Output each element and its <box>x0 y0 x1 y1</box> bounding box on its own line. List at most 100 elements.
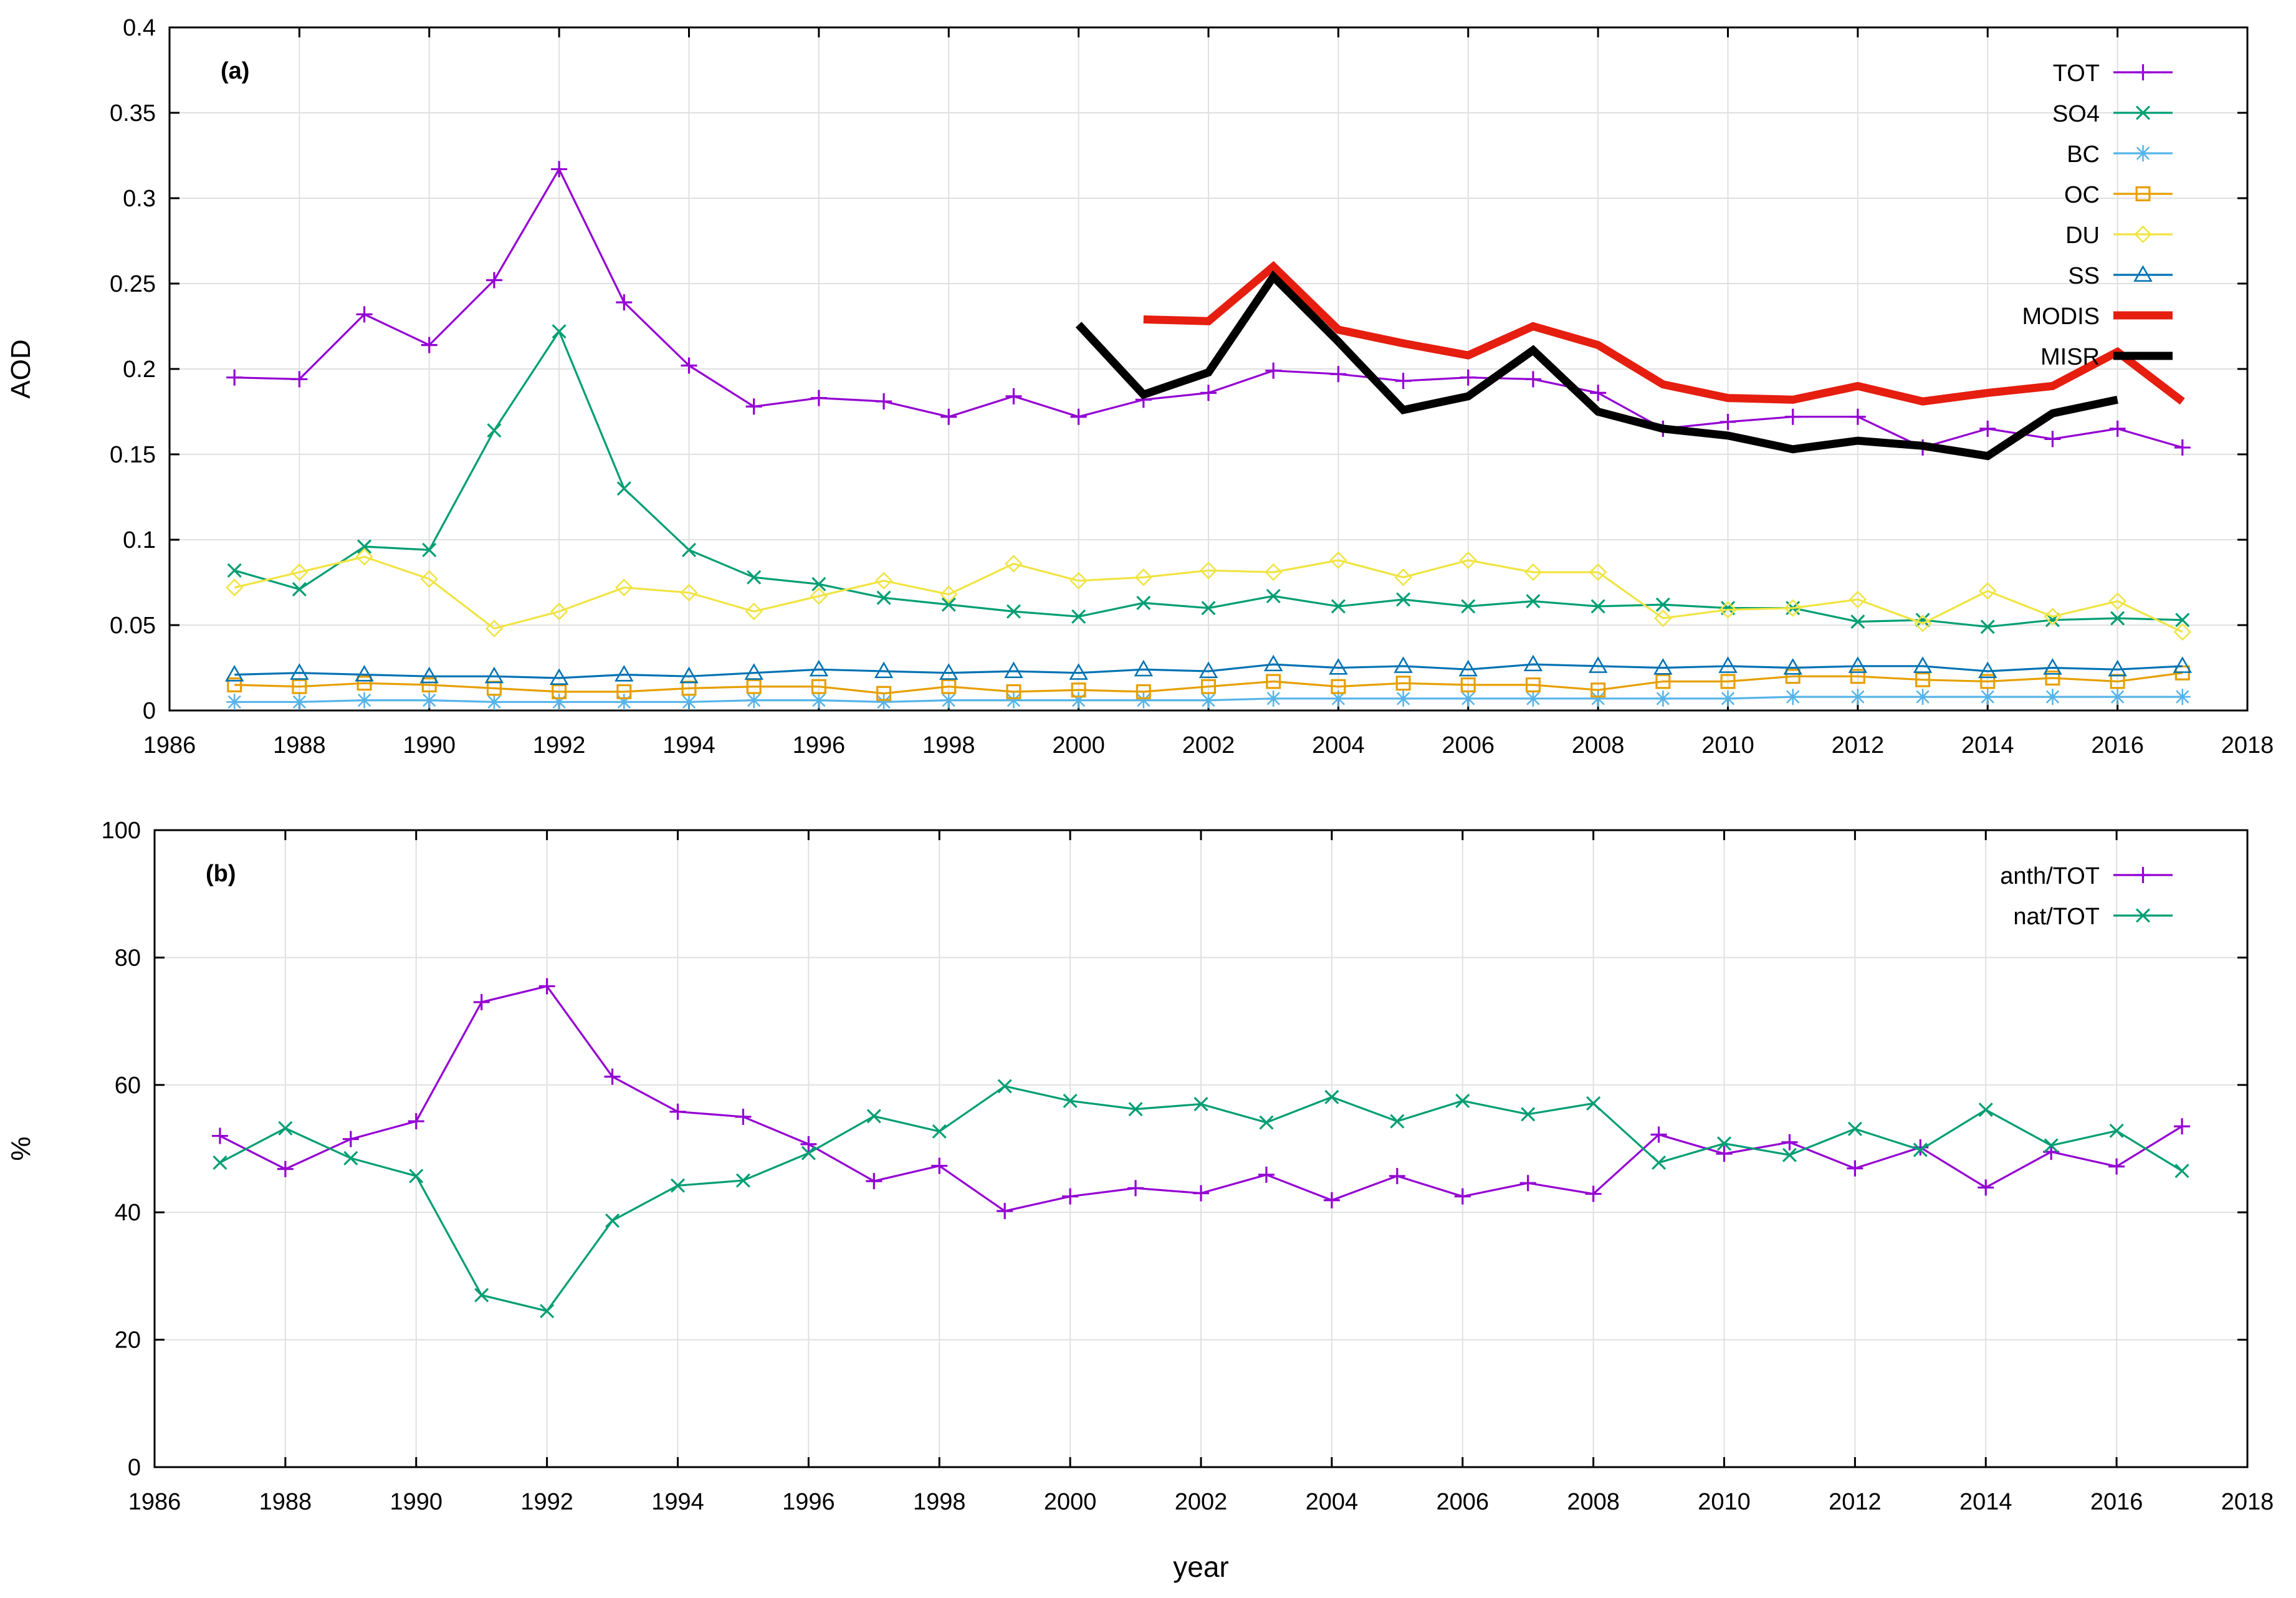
data-point-bc <box>1915 689 1931 706</box>
data-point-so4 <box>681 542 697 557</box>
data-point-tot <box>1005 388 1022 404</box>
data-point-bc <box>940 692 957 709</box>
x-tick-label: 1988 <box>259 1489 312 1515</box>
data-point-bc <box>356 692 373 709</box>
data-point-nat-tot <box>1913 1142 1928 1157</box>
data-point-ss <box>1069 663 1088 680</box>
data-point-bc <box>1460 690 1476 707</box>
x-axis: 1986 1988 1990 1992 1994 1996 1998 2000 2002 2004… <box>143 27 2274 758</box>
data-point-bc <box>1200 692 1217 709</box>
legend-label: MISR <box>2040 344 2100 370</box>
data-point-oc <box>292 679 307 694</box>
y-tick-label: 0.4 <box>123 15 156 41</box>
data-point-ss <box>874 661 894 679</box>
grid-lines <box>155 830 2247 1467</box>
data-point-tot <box>1070 408 1087 425</box>
data-point-bc <box>2109 689 2126 706</box>
data-point-ss <box>549 668 569 685</box>
legend-item-du: DU <box>2065 222 2173 249</box>
data-point-oc <box>1720 674 1736 689</box>
data-point-tot <box>356 306 373 323</box>
data-point-anth-tot <box>1389 1167 1405 1184</box>
legend-label: nat/TOT <box>2013 904 2100 930</box>
legend-marker <box>2135 105 2151 120</box>
data-point-bc <box>2174 689 2191 706</box>
data-point-oc <box>1200 679 1216 694</box>
data-point-tot <box>681 357 697 374</box>
data-point-anth-tot <box>211 1127 228 1144</box>
data-point-so4 <box>811 577 826 591</box>
data-point-so4 <box>1071 609 1086 624</box>
data-point-tot <box>291 371 308 388</box>
data-point-bc <box>421 692 438 709</box>
data-point-so4 <box>1006 604 1021 619</box>
legend-item-ss: SS <box>2068 263 2173 289</box>
data-point-nat-tot <box>409 1169 424 1184</box>
data-point-nat-tot <box>540 1304 555 1319</box>
data-point-nat-tot <box>213 1155 227 1170</box>
data-point-so4 <box>616 481 631 496</box>
data-point-oc <box>227 677 242 692</box>
data-point-ss <box>419 666 439 684</box>
data-point-anth-tot <box>1454 1188 1471 1205</box>
data-point-oc <box>1071 682 1086 698</box>
data-point-ss <box>1004 661 1023 679</box>
data-point-oc <box>746 679 762 694</box>
data-point-bc <box>1590 690 1607 707</box>
data-point-anth-tot <box>1781 1134 1798 1151</box>
data-point-ss <box>1653 658 1673 675</box>
data-point-anth-tot <box>1258 1166 1275 1183</box>
data-point-anth-tot <box>1519 1175 1536 1192</box>
data-point-bc <box>1720 690 1736 707</box>
legend-item-anth-tot: anth/TOT <box>2000 863 2173 889</box>
data-point-anth-tot <box>2108 1158 2125 1175</box>
legend-item-modis: MODIS <box>2022 304 2173 330</box>
y-tick-label: 0.25 <box>110 271 156 297</box>
x-tick-label: 2016 <box>2091 732 2144 758</box>
data-point-du <box>1134 568 1152 586</box>
data-point-anth-tot <box>1062 1188 1079 1205</box>
panel-a: 1986 1988 1990 1992 1994 1996 1998 2000 2002 2004… <box>6 15 2274 758</box>
data-point-so4 <box>487 423 502 438</box>
data-point-ss <box>1198 661 1218 679</box>
data-point-nat-tot <box>2044 1138 2059 1153</box>
data-point-ss <box>615 664 634 682</box>
data-point-du <box>355 548 373 566</box>
legend-marker <box>2135 186 2151 202</box>
x-tick-label: 1986 <box>143 732 196 758</box>
data-point-bc <box>1655 690 1672 707</box>
data-point-bc <box>226 694 243 710</box>
series-line-misr <box>1075 270 2118 461</box>
data-point-ss <box>1329 658 1348 675</box>
data-point-anth-tot <box>931 1157 948 1174</box>
data-point-nat-tot <box>1521 1107 1536 1122</box>
y-tick-label: 0.2 <box>123 356 156 383</box>
data-point-bc <box>1849 689 1866 706</box>
legend-label: TOT <box>2053 60 2100 87</box>
y-tick-label: 0.35 <box>110 100 156 127</box>
data-point-tot <box>1330 366 1347 383</box>
legend-item-so4: SO4 <box>2052 101 2173 127</box>
legend-label: SS <box>2068 263 2100 289</box>
legend-item-misr: MISR <box>2040 344 2173 370</box>
data-point-so4 <box>357 539 372 554</box>
data-point-tot <box>1849 408 1866 425</box>
data-point-du <box>1719 601 1737 619</box>
data-point-oc <box>1850 669 1865 684</box>
data-point-nat-tot <box>670 1178 686 1193</box>
data-point-tot <box>1979 420 1996 437</box>
data-point-anth-tot <box>1716 1146 1733 1162</box>
panel-label: (a) <box>221 58 249 84</box>
data-point-so4 <box>1396 592 1411 607</box>
series-modis <box>1143 261 2185 406</box>
data-point-anth-tot <box>538 978 555 995</box>
data-point-bc <box>1784 689 1801 706</box>
data-point-so4 <box>2110 611 2125 626</box>
data-point-so4 <box>227 563 242 578</box>
data-point-du <box>1199 562 1218 580</box>
legend-label: SO4 <box>2052 101 2100 127</box>
data-point-du <box>226 578 244 596</box>
data-point-so4 <box>1980 620 1995 634</box>
x-tick-label: 2000 <box>1044 1489 1097 1515</box>
